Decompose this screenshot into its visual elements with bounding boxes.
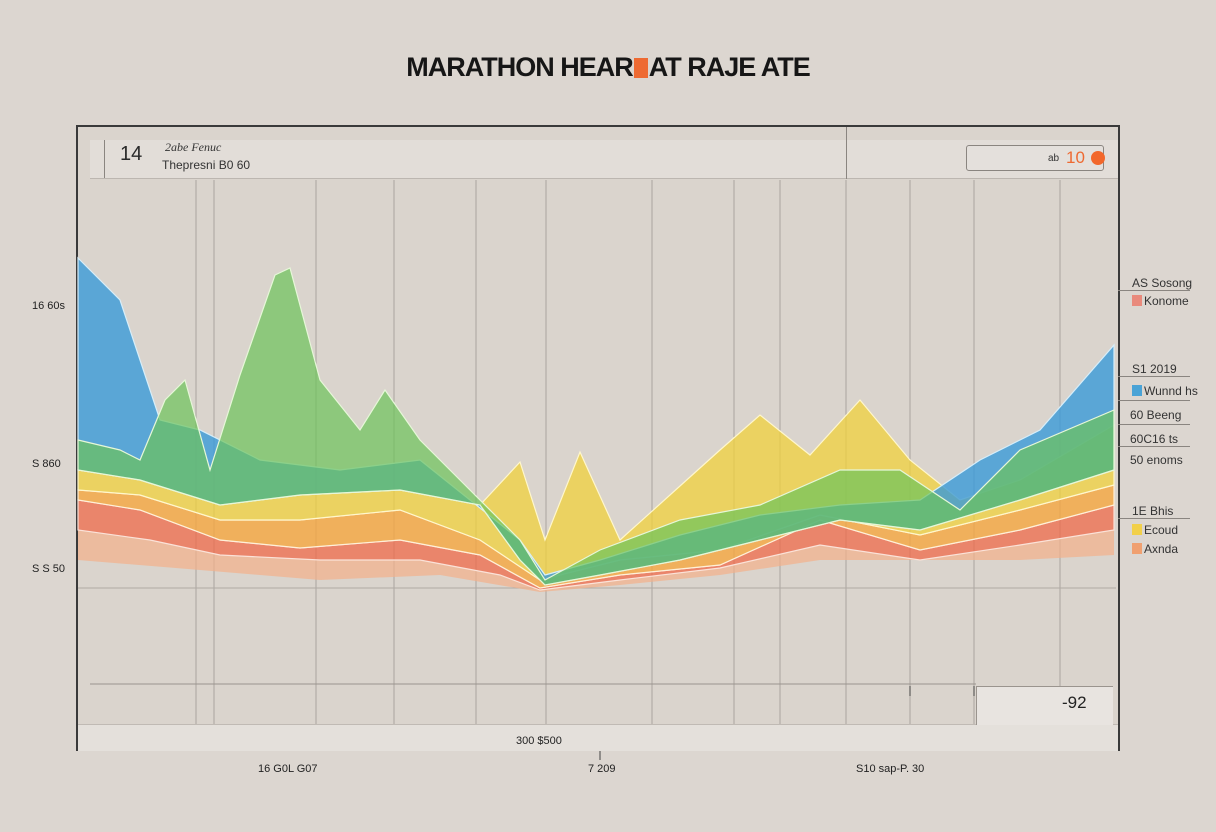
corner-label: -92	[1062, 693, 1087, 712]
y-label-1: 16 60s	[32, 300, 66, 312]
y-label-3: S S 50	[32, 563, 66, 575]
chart-header-bar	[90, 140, 1118, 179]
legend-item-ecoud[interactable]: Ecoud	[1132, 523, 1178, 537]
legend-rule-5	[1118, 446, 1190, 447]
area-peach	[78, 530, 1114, 592]
legend-item-axnda[interactable]: Axnda	[1132, 542, 1178, 556]
legend-item-wunnd[interactable]: Wunnd hs	[1132, 384, 1198, 398]
footer-label: 300 $500	[516, 735, 562, 747]
x-label-2: 7 209	[588, 763, 616, 775]
legend-swatch	[1132, 524, 1142, 535]
status-dot-icon[interactable]	[1091, 151, 1105, 165]
legend-swatch	[1132, 385, 1142, 396]
chart-title: MARATHON HEAR AT RAJE ATE	[0, 52, 1216, 83]
header-divider	[846, 127, 847, 179]
legend-rule-2	[1118, 376, 1190, 377]
footer-bar	[78, 724, 1118, 751]
legend-rule-4	[1118, 424, 1190, 425]
header-left-divider	[104, 140, 105, 178]
area-green	[77, 267, 1115, 586]
legend-heading-2: S1 2019	[1132, 362, 1177, 376]
legend-swatch	[1132, 295, 1142, 306]
legend-rule-3	[1118, 400, 1190, 401]
header-line-2: Thepresni B0 60	[162, 158, 251, 172]
title-part-2: AT RAJE ATE	[648, 52, 811, 82]
legend-rule-6	[1118, 518, 1190, 519]
header-line-1: 2abe Fenuc	[165, 140, 222, 154]
x-label-3: S10 sap-P. 30	[856, 763, 925, 775]
x-label-1: 16 G0L G07	[258, 763, 318, 775]
chart-areas	[77, 256, 1115, 592]
title-orange-mark	[633, 58, 648, 78]
header-value-number: 10	[1066, 148, 1085, 167]
legend-item-konome[interactable]: Konome	[1132, 294, 1189, 308]
legend-item-beeng[interactable]: 60 Beeng	[1130, 408, 1182, 422]
legend-rule-1	[1118, 290, 1190, 291]
chart-frame	[76, 125, 1120, 751]
legend-heading-1: AS Sosong	[1132, 276, 1193, 290]
legend-item-enoms[interactable]: 50 enoms	[1130, 453, 1183, 467]
y-label-2: S 860	[32, 458, 61, 470]
legend-heading-3: 1E Bhis	[1132, 504, 1174, 518]
corner-box	[976, 686, 1113, 725]
title-part-1: MARATHON HEAR	[406, 52, 633, 82]
header-value-unit: ab	[1048, 153, 1060, 164]
legend-item-c16[interactable]: 60C16 ts	[1130, 432, 1179, 446]
legend-swatch	[1132, 543, 1142, 554]
header-big-number: 14	[120, 143, 143, 165]
